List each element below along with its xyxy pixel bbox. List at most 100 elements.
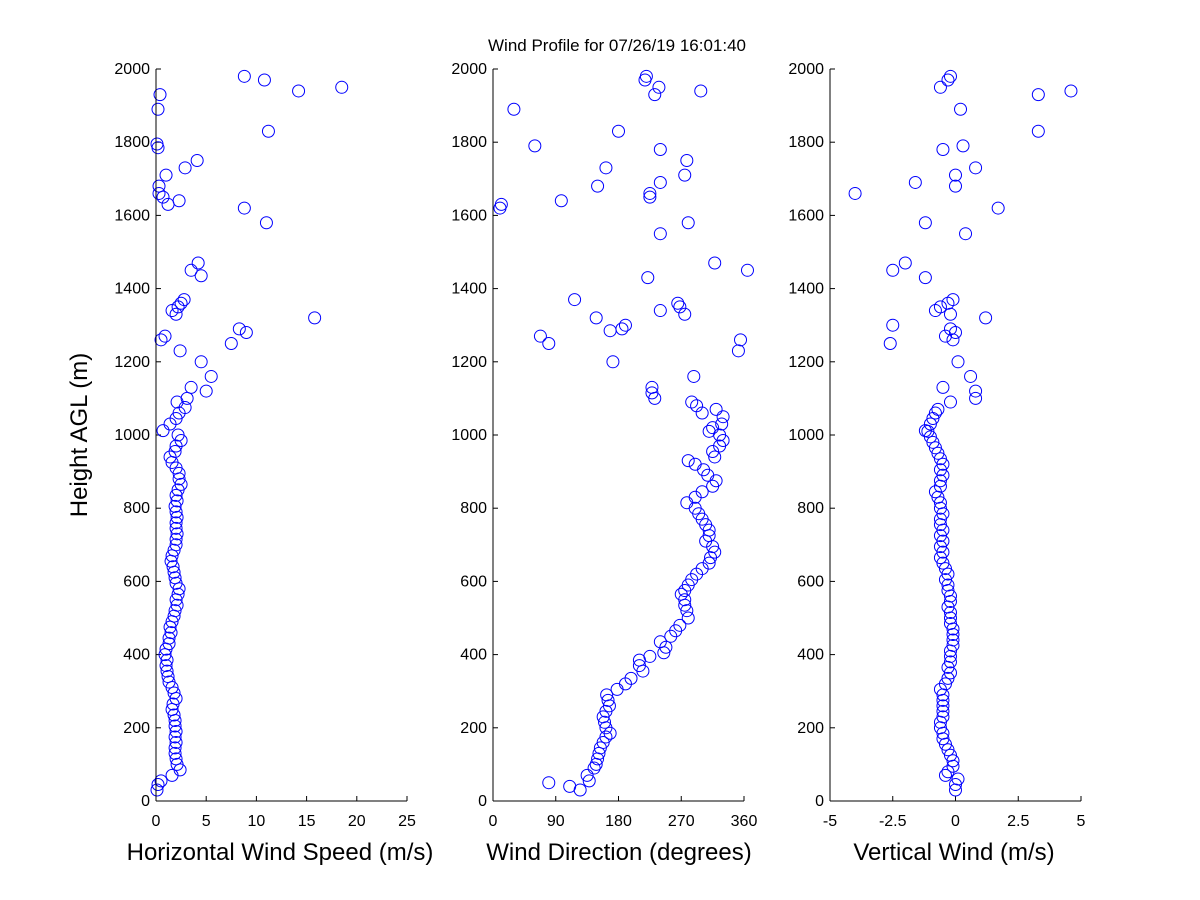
vertical-wind-data-point xyxy=(936,710,950,724)
horizontal-speed-data-point xyxy=(194,355,208,369)
wind-direction-data-point xyxy=(653,143,667,157)
wind-direction-data-point xyxy=(592,746,606,760)
wind-direction-data-point xyxy=(601,693,615,707)
horizontal-speed-xtick-label: 5 xyxy=(202,813,211,830)
horizontal-speed-data-point xyxy=(150,137,164,151)
wind-direction-ytick-label: 1800 xyxy=(451,134,487,151)
horizontal-speed-data-point xyxy=(159,659,173,673)
vertical-wind-data-point xyxy=(936,704,950,718)
wind-direction-data-point xyxy=(599,161,613,175)
horizontal-speed-ytick-label: 1800 xyxy=(114,134,150,151)
vertical-wind-data-point xyxy=(946,754,960,768)
horizontal-speed-data-point xyxy=(190,154,204,167)
vertical-wind-data-point xyxy=(928,406,942,420)
vertical-wind-data-point xyxy=(938,562,952,576)
vertical-wind-data-point xyxy=(969,161,983,175)
vertical-wind-data-point xyxy=(933,463,947,477)
wind-direction-data-point xyxy=(582,774,596,788)
wind-direction-data-point xyxy=(673,618,687,632)
horizontal-speed-data-point xyxy=(174,296,188,310)
wind-direction-data-point xyxy=(715,417,729,431)
wind-direction-data-point xyxy=(678,168,692,182)
vertical-wind-data-point xyxy=(949,783,962,797)
vertical-wind-data-point xyxy=(898,256,912,270)
vertical-wind-data-point xyxy=(936,380,950,394)
horizontal-speed-data-point xyxy=(177,293,191,307)
horizontal-speed-xtick-label: 0 xyxy=(152,813,161,830)
horizontal-speed-xtick-label: 25 xyxy=(398,813,416,830)
horizontal-speed-data-point xyxy=(168,444,182,458)
horizontal-speed-data-point xyxy=(335,80,349,94)
wind-direction-data-point xyxy=(653,304,667,318)
wind-direction-data-point xyxy=(678,307,692,321)
horizontal-speed-data-point xyxy=(232,322,246,336)
horizontal-speed-data-point xyxy=(158,329,172,343)
horizontal-speed-ytick-label: 0 xyxy=(141,793,150,810)
horizontal-speed-ytick-label: 800 xyxy=(123,500,150,517)
wind-direction-data-point xyxy=(673,300,687,314)
horizontal-speed-data-point xyxy=(151,778,165,792)
wind-direction-data-point xyxy=(599,730,613,744)
horizontal-speed-data-point xyxy=(169,532,183,546)
horizontal-speed-ytick-label: 1200 xyxy=(114,354,150,371)
horizontal-speed-data-point xyxy=(170,757,184,771)
wind-direction-markers xyxy=(493,69,754,797)
wind-direction-data-point xyxy=(671,296,685,310)
vertical-wind-data-point xyxy=(943,606,957,620)
vertical-wind-data-point xyxy=(943,649,957,663)
vertical-wind-data-point xyxy=(918,216,932,230)
horizontal-speed-data-point xyxy=(169,516,183,530)
wind-direction-data-point xyxy=(687,369,701,383)
wind-direction-data-point xyxy=(681,454,695,468)
wind-direction-data-point xyxy=(603,324,617,338)
horizontal-speed-data-point xyxy=(168,730,182,744)
vertical-wind-ytick-label: 2000 xyxy=(788,61,824,78)
wind-direction-data-point xyxy=(580,768,594,782)
vertical-wind-data-point xyxy=(946,627,960,641)
wind-direction-data-point xyxy=(643,649,657,663)
vertical-wind-ticks: 0 200 400 600 800 1000 1200 1400 1600 1800 2000 -5 -… xyxy=(788,61,1085,830)
panel-horizontal-wind-speed: 0 200 400 600 800 1000 1200 1400 1600 1800 2000 0 5 1… xyxy=(66,61,433,866)
wind-direction-data-point xyxy=(695,485,709,499)
vertical-wind-data-point xyxy=(938,573,952,587)
wind-direction-data-point xyxy=(494,197,508,211)
wind-direction-ytick-label: 2000 xyxy=(451,61,487,78)
horizontal-speed-data-point xyxy=(194,269,208,283)
vertical-wind-data-point xyxy=(933,474,947,488)
horizontal-speed-data-point xyxy=(166,560,180,574)
wind-direction-data-point xyxy=(643,190,657,204)
horizontal-speed-data-point xyxy=(162,631,176,645)
horizontal-speed-data-point xyxy=(172,194,186,208)
horizontal-speed-data-point xyxy=(156,424,170,438)
horizontal-speed-data-point xyxy=(168,604,182,618)
vertical-wind-data-point xyxy=(969,384,983,398)
vertical-wind-data-point xyxy=(883,337,897,350)
wind-direction-data-point xyxy=(731,344,745,358)
vertical-wind-data-point xyxy=(943,748,957,762)
horizontal-speed-data-point xyxy=(169,521,183,535)
wind-direction-data-point xyxy=(641,271,655,285)
vertical-wind-ytick-label: 0 xyxy=(815,793,824,810)
horizontal-speed-data-point xyxy=(237,201,251,215)
horizontal-speed-data-point xyxy=(204,369,218,383)
vertical-wind-markers xyxy=(848,69,1078,797)
vertical-wind-data-point xyxy=(936,143,950,157)
vertical-wind-data-point xyxy=(938,329,952,343)
wind-direction-ytick-label: 200 xyxy=(460,720,487,737)
wind-direction-data-point xyxy=(680,154,694,167)
wind-direction-data-point xyxy=(734,333,748,347)
vertical-wind-data-point xyxy=(1064,84,1078,98)
vertical-wind-data-point xyxy=(1031,124,1045,138)
vertical-wind-data-point xyxy=(991,201,1005,215)
horizontal-speed-data-point xyxy=(184,380,198,394)
vertical-wind-data-point xyxy=(946,638,960,652)
vertical-wind-data-point xyxy=(933,512,947,526)
wind-direction-data-point xyxy=(708,256,722,270)
horizontal-speed-data-point xyxy=(171,428,185,442)
horizontal-speed-data-point xyxy=(170,494,184,508)
horizontal-speed-ytick-label: 1400 xyxy=(114,281,150,298)
vertical-wind-data-point xyxy=(933,496,947,510)
horizontal-speed-data-point xyxy=(168,741,182,755)
horizontal-speed-data-point xyxy=(174,477,188,491)
horizontal-speed-data-point xyxy=(168,499,182,513)
